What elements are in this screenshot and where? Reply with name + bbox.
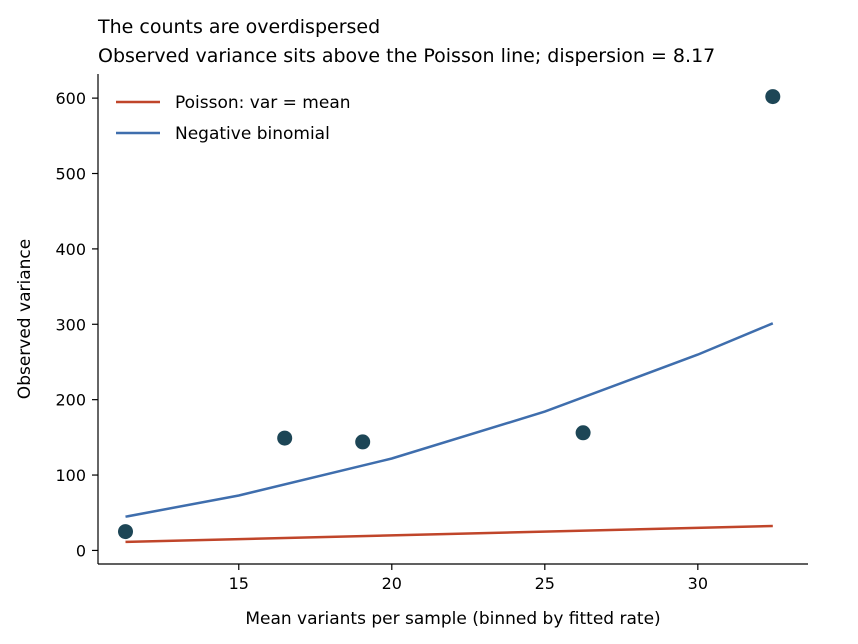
y-tick-label: 0 bbox=[76, 541, 86, 560]
data-point-4 bbox=[575, 425, 591, 441]
series-line-negative-binomial bbox=[125, 322, 774, 518]
chart-subtitle: Observed variance sits above the Poisson… bbox=[98, 45, 715, 67]
x-tick-label: 20 bbox=[382, 574, 402, 593]
plot-area bbox=[118, 89, 781, 544]
data-point-3 bbox=[355, 434, 371, 450]
y-tick-label: 600 bbox=[55, 89, 86, 108]
series-line-poisson bbox=[125, 524, 773, 544]
legend: Poisson: var = mean Negative binomial bbox=[116, 93, 351, 144]
x-axis-ticks: 15 20 25 30 bbox=[229, 564, 708, 593]
x-tick-label: 30 bbox=[688, 574, 708, 593]
chart-title: The counts are overdispersed bbox=[97, 16, 380, 38]
y-tick-label: 300 bbox=[55, 315, 86, 334]
y-tick-label: 500 bbox=[55, 165, 86, 184]
y-tick-label: 400 bbox=[55, 240, 86, 259]
data-point-5 bbox=[765, 89, 781, 105]
y-tick-label: 200 bbox=[55, 391, 86, 410]
y-axis-label: Observed variance bbox=[15, 239, 35, 399]
data-point-1 bbox=[118, 524, 133, 540]
data-point-2 bbox=[277, 430, 293, 446]
x-tick-label: 25 bbox=[535, 574, 555, 593]
legend-label: Negative binomial bbox=[175, 124, 330, 144]
legend-label: Poisson: var = mean bbox=[175, 93, 351, 113]
x-tick-label: 15 bbox=[229, 574, 249, 593]
y-tick-label: 100 bbox=[55, 466, 86, 485]
x-axis-label: Mean variants per sample (binned by fitt… bbox=[245, 609, 660, 629]
y-axis-ticks: 0 100 200 300 400 500 600 bbox=[55, 89, 98, 560]
